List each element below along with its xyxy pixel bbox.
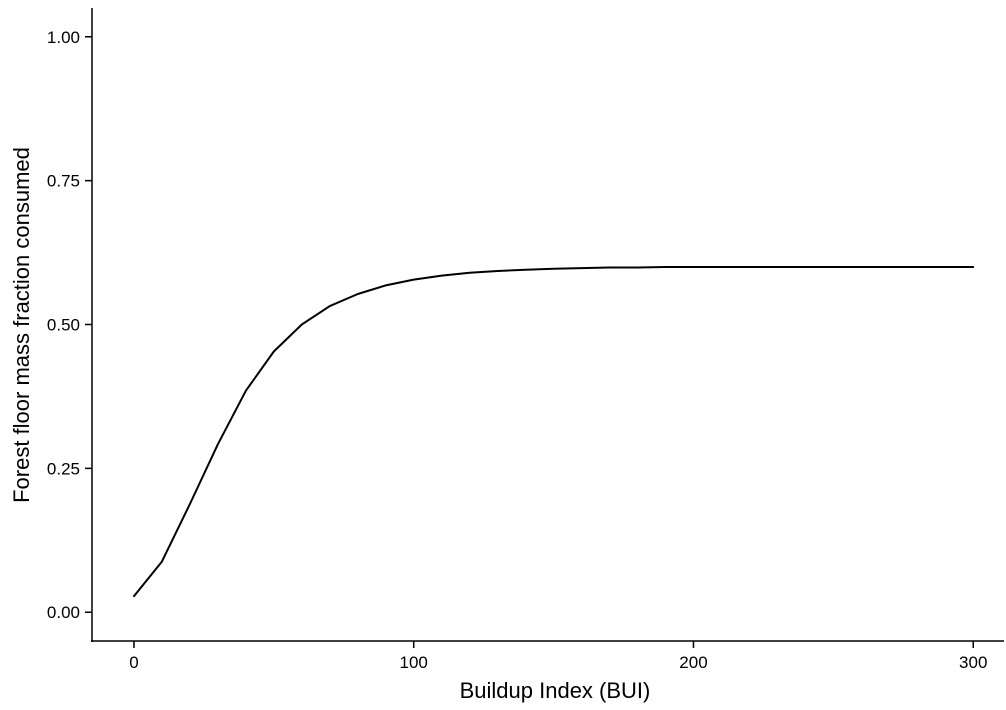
series-line: [133, 266, 975, 598]
y-tick-label: 1.00: [47, 28, 80, 47]
y-axis-ticks: 0.00 0.25 0.50 0.75 1.00: [47, 28, 92, 622]
series-group: [133, 266, 975, 598]
y-tick-label: 0.00: [47, 603, 80, 622]
x-tick-label: 200: [679, 653, 707, 672]
x-axis-title: Buildup Index (BUI): [460, 678, 651, 703]
y-axis-title: Forest floor mass fraction consumed: [9, 147, 34, 503]
x-tick-label: 100: [400, 653, 428, 672]
y-tick-label: 0.50: [47, 316, 80, 335]
x-tick-label: 0: [129, 653, 138, 672]
x-axis-ticks: 0 100 200 300: [129, 641, 987, 672]
x-tick-label: 300: [959, 653, 987, 672]
y-tick-label: 0.75: [47, 172, 80, 191]
y-tick-label: 0.25: [47, 459, 80, 478]
axes: [91, 8, 1004, 642]
